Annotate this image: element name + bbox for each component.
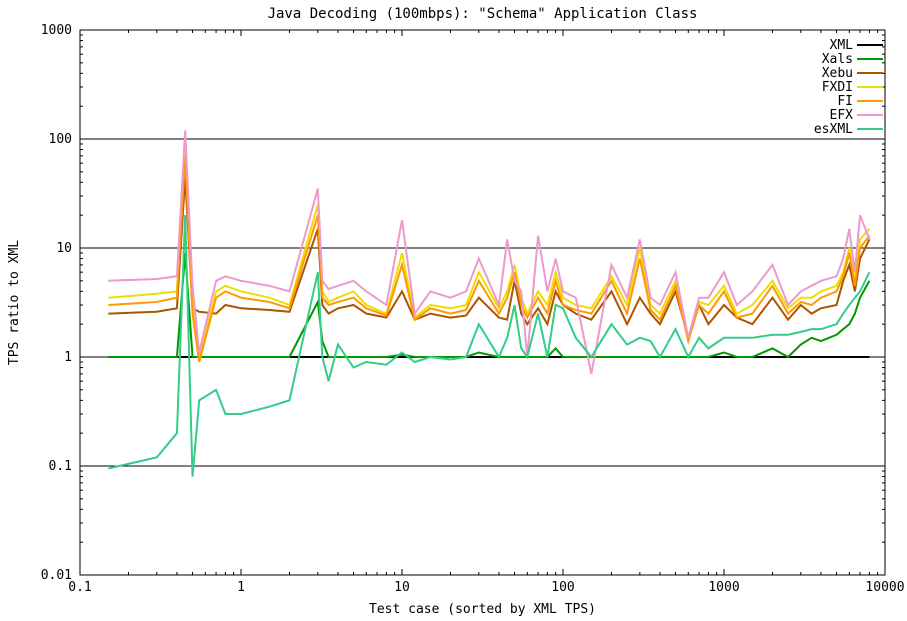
ytick-label: 10 (56, 241, 72, 256)
legend-label: EFX (830, 108, 854, 123)
ytick-label: 0.1 (49, 459, 72, 474)
ytick-label: 100 (49, 132, 72, 147)
legend-label: FXDI (822, 80, 853, 95)
legend-label: FI (837, 94, 853, 109)
chart-background (0, 0, 907, 621)
xtick-label: 1 (237, 580, 245, 595)
xlabel: Test case (sorted by XML TPS) (369, 602, 596, 617)
xtick-label: 100 (551, 580, 574, 595)
chart-title: Java Decoding (100mbps): "Schema" Applic… (268, 6, 698, 22)
xtick-label: 10000 (865, 580, 904, 595)
xtick-label: 10 (394, 580, 410, 595)
legend-label: XML (830, 38, 854, 53)
xtick-label: 1000 (708, 580, 739, 595)
legend-label: esXML (814, 122, 853, 137)
xtick-label: 0.1 (68, 580, 91, 595)
ytick-label: 1 (64, 350, 72, 365)
legend-label: Xals (822, 52, 853, 67)
ylabel: TPS ratio to XML (7, 240, 22, 365)
ytick-label: 1000 (41, 23, 72, 38)
legend-label: Xebu (822, 66, 853, 81)
line-chart: 0.010.111010010000.1110100100010000Java … (0, 0, 907, 621)
chart-container: 0.010.111010010000.1110100100010000Java … (0, 0, 907, 621)
